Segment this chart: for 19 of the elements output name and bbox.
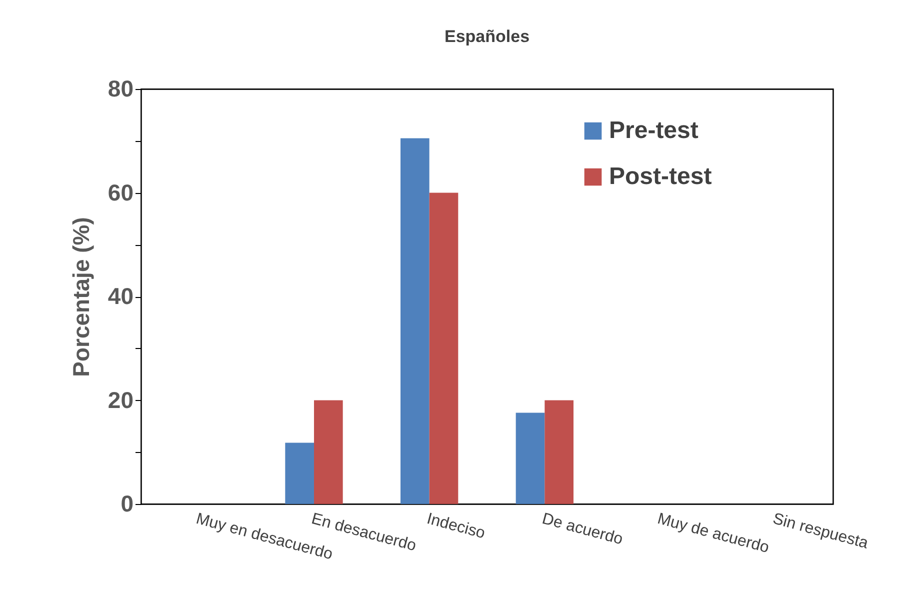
bar: [285, 442, 314, 504]
bar: [314, 400, 343, 504]
y-tick-label: 0: [120, 490, 134, 516]
y-tick-label: 60: [108, 179, 134, 206]
y-tick-label: 40: [108, 283, 134, 309]
bar: [400, 138, 430, 504]
y-tick-label: 20: [108, 386, 134, 413]
legend-label: Pre-test: [609, 117, 698, 144]
y-axis-title: Porcentaje (%): [68, 217, 94, 377]
bar: [544, 400, 574, 504]
x-tick-label: Indeciso: [424, 510, 487, 542]
chart-title: Españoles: [444, 27, 530, 46]
x-tick-label: Muy de acuerdo: [656, 510, 771, 557]
x-tick-label: Sin respuesta: [770, 510, 870, 552]
y-tick-label: 80: [108, 76, 134, 102]
bar: [516, 412, 545, 504]
x-tick-label: De acuerdo: [540, 510, 625, 548]
legend-label: Post-test: [609, 163, 712, 190]
bar: [429, 192, 458, 504]
